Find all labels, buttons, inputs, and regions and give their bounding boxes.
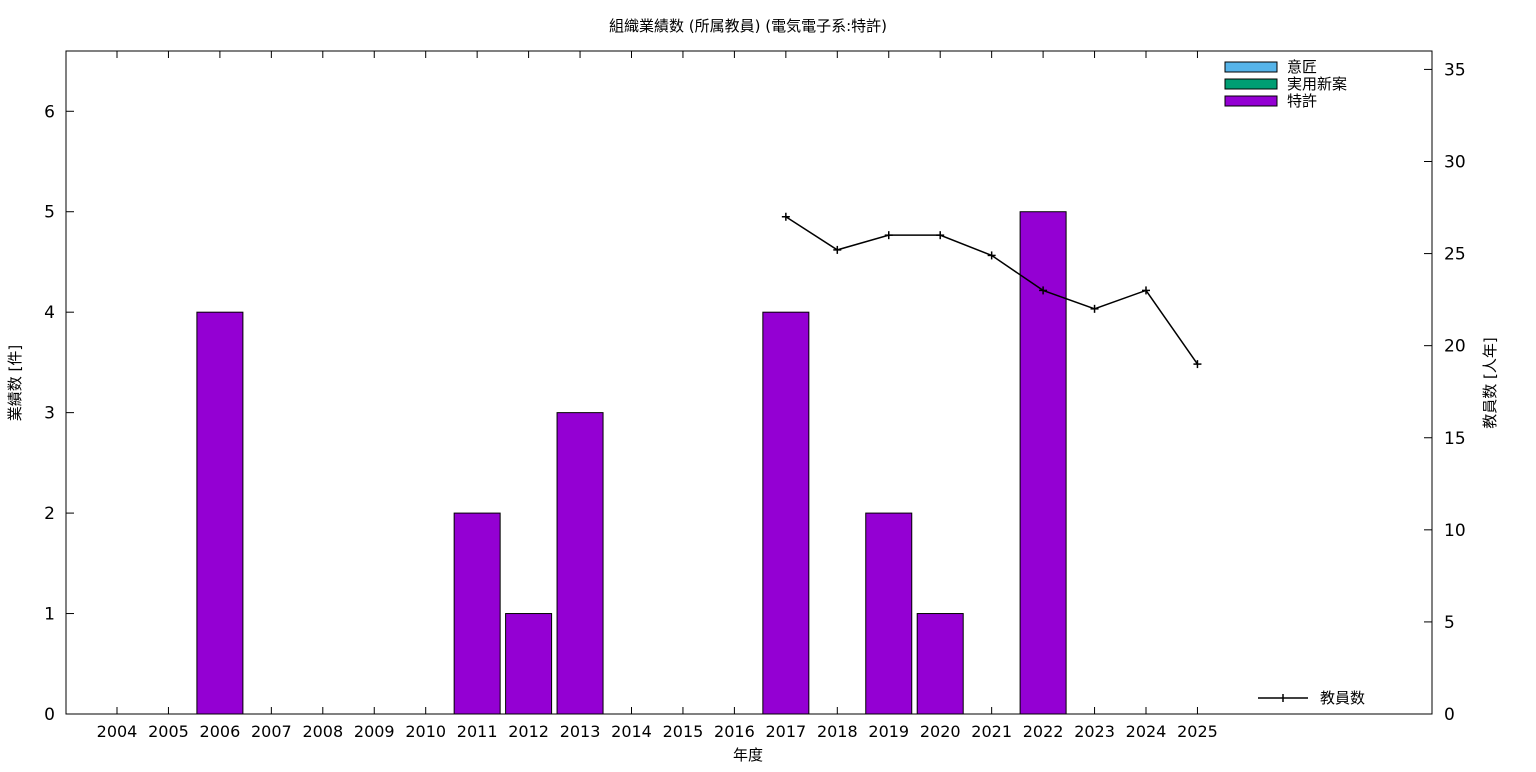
line-point-2025	[1193, 360, 1202, 369]
x-tick-label: 2022	[1023, 722, 1064, 741]
line-point-2017	[781, 212, 790, 221]
x-tick-label: 2025	[1177, 722, 1218, 741]
bar-2012	[505, 613, 553, 715]
x-axis-label: 年度	[733, 746, 763, 764]
x-tick-label: 2018	[817, 722, 858, 741]
x-tick-label: 2024	[1126, 722, 1167, 741]
line-point-2020	[936, 231, 945, 240]
y2-tick-label: 5	[1444, 613, 1455, 633]
faculty-count-line	[785, 216, 1199, 365]
y2-tick-label: 35	[1444, 60, 1466, 80]
x-tick-label: 2010	[405, 722, 446, 741]
legend-label-0: 意匠	[1287, 58, 1317, 76]
bar-2020	[916, 613, 964, 715]
bar-series	[196, 211, 1067, 715]
line-point-2018	[833, 245, 842, 254]
line-point-2022	[1039, 286, 1048, 295]
x-tick-label: 2006	[200, 722, 241, 741]
x-tick-label: 2012	[508, 722, 549, 741]
x-tick-label: 2014	[611, 722, 652, 741]
line-point-2024	[1142, 286, 1150, 295]
x-tick-label: 2023	[1074, 722, 1115, 741]
x-tick-label: 2019	[868, 722, 909, 741]
legend-label-2: 特許	[1287, 92, 1317, 110]
bar-2017	[762, 311, 810, 715]
x-tick-label: 2020	[920, 722, 961, 741]
x-tick-label: 2005	[148, 722, 189, 741]
y-tick-label: 2	[44, 504, 55, 524]
y-tick-label: 3	[44, 404, 55, 424]
y2-tick-label: 30	[1444, 153, 1466, 173]
y2-tick-label: 20	[1444, 337, 1466, 357]
x-tick-label: 2011	[457, 722, 498, 741]
y-tick-label: 5	[44, 203, 55, 223]
x-tick-label: 2008	[302, 722, 343, 741]
y-tick-label: 1	[44, 605, 55, 625]
x-tick-label: 2021	[971, 722, 1012, 741]
legend-label-1: 実用新案	[1287, 75, 1347, 93]
legend-swatch-2	[1224, 95, 1278, 107]
y2-tick-label: 15	[1444, 429, 1466, 449]
y2-tick-label: 10	[1444, 521, 1466, 541]
bar-2019	[865, 512, 913, 715]
axis-labels: 2004 2005 2006 2007 2008 2009 2010 2011 2012 2013…	[44, 60, 1465, 741]
y-tick-label: 4	[44, 303, 55, 323]
x-tick-label: 2004	[97, 722, 138, 741]
bar-2006	[196, 311, 244, 715]
y2-tick-label: 0	[1444, 705, 1455, 725]
y2-axis-label: 教員数 [人年]	[1481, 337, 1499, 428]
chart-title: 組織業績数 (所属教員) (電気電子系:特許)	[609, 17, 887, 35]
x-tick-label: 2009	[354, 722, 395, 741]
bar-2013	[556, 412, 604, 715]
legend-line-label: 教員数	[1320, 689, 1365, 707]
legend-swatch-1	[1224, 78, 1278, 90]
bar-2011	[453, 512, 501, 715]
line-point-2019	[884, 231, 893, 240]
x-tick-label: 2016	[714, 722, 755, 741]
legend-swatch-0	[1224, 61, 1278, 73]
y2-tick-label: 25	[1444, 245, 1466, 265]
x-tick-label: 2017	[765, 722, 806, 741]
x-tick-label: 2007	[251, 722, 292, 741]
y-axis-label: 業績数 [件]	[6, 345, 24, 421]
line-point-2021	[987, 251, 996, 260]
plot-frame	[65, 50, 1433, 715]
y-tick-label: 6	[44, 102, 55, 122]
line-point-2023	[1090, 304, 1099, 313]
y-tick-label: 0	[44, 705, 55, 725]
x-tick-label: 2015	[663, 722, 704, 741]
line-series	[781, 212, 1202, 369]
axis-ticks	[66, 51, 1432, 715]
x-tick-label: 2013	[560, 722, 601, 741]
